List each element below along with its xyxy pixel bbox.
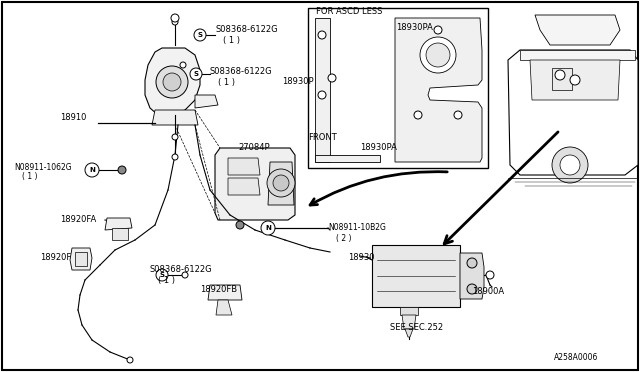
Circle shape bbox=[180, 62, 186, 68]
Circle shape bbox=[156, 269, 168, 281]
Circle shape bbox=[172, 134, 178, 140]
Text: ( 1 ): ( 1 ) bbox=[218, 77, 235, 87]
Text: ( 1 ): ( 1 ) bbox=[22, 173, 38, 182]
Circle shape bbox=[454, 111, 462, 119]
Polygon shape bbox=[215, 148, 295, 220]
Text: 18930P: 18930P bbox=[282, 77, 314, 87]
Circle shape bbox=[570, 75, 580, 85]
Circle shape bbox=[420, 37, 456, 73]
Bar bbox=[400, 307, 418, 315]
Text: 18920FB: 18920FB bbox=[200, 285, 237, 295]
Circle shape bbox=[127, 357, 133, 363]
Text: ( 1 ): ( 1 ) bbox=[223, 35, 240, 45]
Polygon shape bbox=[268, 162, 294, 205]
Circle shape bbox=[328, 74, 336, 82]
Text: S: S bbox=[159, 272, 164, 278]
Text: 18920F: 18920F bbox=[40, 253, 71, 263]
Text: SEE SEC.252: SEE SEC.252 bbox=[390, 324, 443, 333]
Polygon shape bbox=[395, 18, 482, 162]
Text: 18900A: 18900A bbox=[472, 288, 504, 296]
Text: 27084P: 27084P bbox=[238, 144, 269, 153]
Text: 18930PA: 18930PA bbox=[396, 23, 433, 32]
Circle shape bbox=[434, 26, 442, 34]
Text: A258A0006: A258A0006 bbox=[554, 353, 598, 362]
Circle shape bbox=[414, 111, 422, 119]
Circle shape bbox=[261, 221, 275, 235]
Circle shape bbox=[236, 221, 244, 229]
Polygon shape bbox=[105, 218, 132, 230]
Circle shape bbox=[194, 29, 206, 41]
Circle shape bbox=[190, 68, 202, 80]
Polygon shape bbox=[195, 95, 218, 108]
Circle shape bbox=[172, 154, 178, 160]
Polygon shape bbox=[112, 228, 128, 240]
Text: S08368-6122G: S08368-6122G bbox=[215, 26, 278, 35]
Polygon shape bbox=[520, 50, 635, 60]
Polygon shape bbox=[75, 252, 87, 266]
Circle shape bbox=[426, 43, 450, 67]
Polygon shape bbox=[315, 155, 380, 162]
Polygon shape bbox=[152, 110, 198, 125]
Polygon shape bbox=[530, 60, 620, 100]
Circle shape bbox=[118, 166, 126, 174]
Circle shape bbox=[163, 73, 181, 91]
Text: ( 2 ): ( 2 ) bbox=[336, 234, 351, 243]
Bar bbox=[372, 245, 460, 307]
Text: S: S bbox=[193, 71, 198, 77]
Circle shape bbox=[267, 169, 295, 197]
Polygon shape bbox=[402, 315, 416, 329]
Polygon shape bbox=[552, 68, 572, 90]
Circle shape bbox=[171, 14, 179, 22]
Text: 18910: 18910 bbox=[60, 113, 86, 122]
Circle shape bbox=[318, 91, 326, 99]
Text: ( 1 ): ( 1 ) bbox=[158, 276, 175, 285]
Circle shape bbox=[486, 271, 494, 279]
Polygon shape bbox=[315, 18, 330, 162]
Circle shape bbox=[182, 272, 188, 278]
Polygon shape bbox=[228, 158, 260, 175]
Circle shape bbox=[273, 175, 289, 191]
Polygon shape bbox=[216, 300, 232, 315]
Polygon shape bbox=[208, 285, 242, 300]
Text: S08368-6122G: S08368-6122G bbox=[150, 266, 212, 275]
Text: 18920FA: 18920FA bbox=[60, 215, 96, 224]
Circle shape bbox=[172, 19, 178, 25]
Polygon shape bbox=[508, 50, 638, 175]
Polygon shape bbox=[145, 48, 200, 115]
Circle shape bbox=[552, 147, 588, 183]
Text: 18930PA: 18930PA bbox=[360, 144, 397, 153]
Text: 18930: 18930 bbox=[348, 253, 374, 263]
Text: N08911-10B2G: N08911-10B2G bbox=[328, 224, 386, 232]
Circle shape bbox=[560, 155, 580, 175]
Text: S08368-6122G: S08368-6122G bbox=[210, 67, 273, 77]
Polygon shape bbox=[228, 178, 260, 195]
Polygon shape bbox=[70, 248, 92, 270]
Text: N08911-1062G: N08911-1062G bbox=[14, 163, 72, 171]
Circle shape bbox=[318, 31, 326, 39]
Circle shape bbox=[467, 258, 477, 268]
Circle shape bbox=[85, 163, 99, 177]
Polygon shape bbox=[460, 253, 484, 299]
Polygon shape bbox=[405, 329, 413, 337]
Text: N: N bbox=[265, 225, 271, 231]
Text: FOR ASCD LESS: FOR ASCD LESS bbox=[316, 7, 382, 16]
Circle shape bbox=[555, 70, 565, 80]
Text: S: S bbox=[198, 32, 202, 38]
Text: FRONT: FRONT bbox=[308, 134, 337, 142]
Circle shape bbox=[156, 66, 188, 98]
Text: N: N bbox=[89, 167, 95, 173]
Circle shape bbox=[467, 284, 477, 294]
Polygon shape bbox=[535, 15, 620, 45]
Bar bbox=[308, 8, 488, 168]
